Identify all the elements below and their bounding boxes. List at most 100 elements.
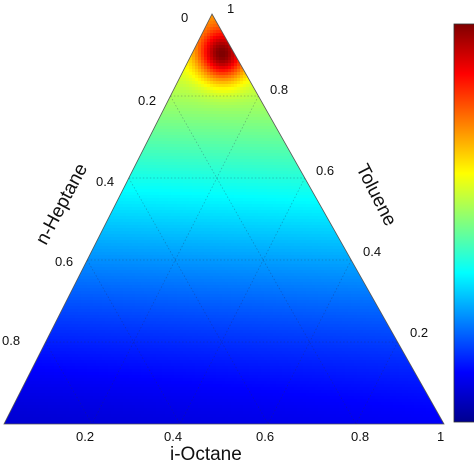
heat-cell <box>153 177 157 181</box>
heat-cell <box>129 249 133 253</box>
heat-cell <box>303 255 307 259</box>
heat-cell <box>87 264 91 268</box>
heat-cell <box>192 150 196 154</box>
heat-cell <box>243 213 247 217</box>
heat-cell <box>186 267 190 271</box>
heat-cell <box>333 264 337 268</box>
heat-cell <box>225 165 229 169</box>
heat-cell <box>291 246 295 250</box>
heat-cell <box>168 156 172 160</box>
heat-cell <box>192 264 196 268</box>
heat-cell <box>213 222 217 226</box>
heat-cell <box>300 213 304 217</box>
heat-cell <box>141 141 145 145</box>
heat-cell <box>144 231 148 235</box>
heat-cell <box>261 234 265 238</box>
heat-cell <box>207 252 211 256</box>
heat-cell <box>192 147 196 151</box>
heat-cell <box>171 123 175 127</box>
heat-cell <box>183 171 187 175</box>
heat-cell <box>150 183 154 187</box>
heat-cell <box>126 228 130 232</box>
heat-cell <box>195 141 199 145</box>
heat-cell <box>243 141 247 145</box>
heat-cell <box>192 111 196 115</box>
heat-cell <box>114 267 118 271</box>
heat-cell <box>273 144 277 148</box>
heat-cell <box>192 87 196 91</box>
heat-cell <box>180 84 184 88</box>
heat-cell <box>78 258 82 262</box>
heat-cell <box>246 138 250 142</box>
heat-cell <box>147 141 151 145</box>
heat-cell <box>117 243 121 247</box>
heat-cell <box>315 231 319 235</box>
heat-cell <box>234 192 238 196</box>
heat-cell <box>162 249 166 253</box>
heat-cell <box>114 195 118 199</box>
heat-cell <box>240 174 244 178</box>
heat-cell <box>264 267 268 271</box>
heat-cell <box>171 252 175 256</box>
heat-cell <box>273 135 277 139</box>
heat-cell <box>111 243 115 247</box>
heat-cell <box>201 105 205 109</box>
heat-cell <box>186 279 190 283</box>
heat-cell <box>210 63 214 67</box>
heat-cell <box>279 144 283 148</box>
heat-cell <box>87 246 91 250</box>
heat-cell <box>183 84 187 88</box>
heat-cell <box>231 159 235 163</box>
heat-cell <box>315 216 319 220</box>
heat-cell <box>123 213 127 217</box>
heat-cell <box>261 249 265 253</box>
heat-cell <box>309 231 313 235</box>
heat-cell <box>201 54 205 58</box>
heat-cell <box>216 87 220 91</box>
heat-cell <box>216 267 220 271</box>
heat-cell <box>216 159 220 163</box>
heat-cell <box>222 39 226 43</box>
heat-cell <box>111 258 115 262</box>
heat-cell <box>210 69 214 73</box>
heat-cell <box>309 198 313 202</box>
heat-cell <box>72 279 76 283</box>
heat-cell <box>231 216 235 220</box>
heat-cell <box>291 261 295 265</box>
heat-cell <box>159 189 163 193</box>
heat-cell <box>171 255 175 259</box>
heat-cell <box>144 165 148 169</box>
heat-cell <box>264 204 268 208</box>
heat-cell <box>216 78 220 82</box>
heat-cell <box>147 168 151 172</box>
heat-cell <box>276 162 280 166</box>
heat-cell <box>147 138 151 142</box>
heat-cell <box>309 219 313 223</box>
heat-cell <box>252 273 256 277</box>
heat-cell <box>171 84 175 88</box>
heat-cell <box>177 204 181 208</box>
heat-cell <box>321 237 325 241</box>
heat-cell <box>141 210 145 214</box>
heat-cell <box>183 192 187 196</box>
heat-cell <box>138 222 142 226</box>
heat-cell <box>120 261 124 265</box>
heat-cell <box>198 141 202 145</box>
heat-cell <box>144 168 148 172</box>
heat-cell <box>333 216 337 220</box>
heat-cell <box>219 45 223 49</box>
heat-cell <box>228 213 232 217</box>
heat-cell <box>282 261 286 265</box>
heat-cell <box>273 186 277 190</box>
heat-cell <box>315 282 319 286</box>
heat-cell <box>288 141 292 145</box>
heat-cell <box>318 249 322 253</box>
heat-cell <box>303 276 307 280</box>
heat-cell <box>240 180 244 184</box>
heat-cell <box>195 246 199 250</box>
heat-cell <box>195 270 199 274</box>
heat-cell <box>210 225 214 229</box>
heat-cell <box>201 246 205 250</box>
heat-cell <box>105 258 109 262</box>
heat-cell <box>153 168 157 172</box>
